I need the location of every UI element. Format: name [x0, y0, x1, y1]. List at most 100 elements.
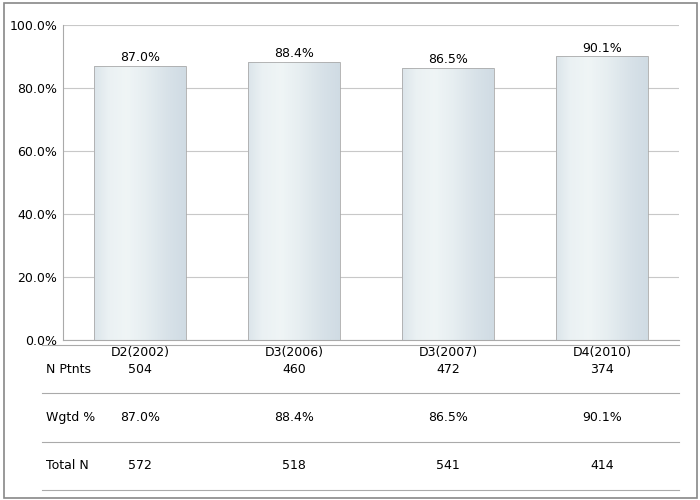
- Text: Total N: Total N: [46, 460, 88, 472]
- Bar: [559, 56, 560, 340]
- Bar: [286, 62, 288, 340]
- Bar: [98, 66, 99, 340]
- Bar: [482, 68, 483, 340]
- Bar: [635, 56, 636, 340]
- Bar: [453, 68, 454, 340]
- Bar: [258, 62, 259, 340]
- Bar: [616, 56, 617, 340]
- Bar: [251, 62, 252, 340]
- Bar: [148, 66, 149, 340]
- Bar: [254, 62, 255, 340]
- Bar: [645, 56, 646, 340]
- Bar: [271, 62, 272, 340]
- Text: 541: 541: [436, 460, 460, 472]
- Bar: [329, 62, 330, 340]
- Bar: [582, 56, 583, 340]
- Bar: [589, 56, 591, 340]
- Bar: [580, 56, 581, 340]
- Bar: [149, 66, 150, 340]
- Bar: [95, 66, 96, 340]
- Bar: [256, 62, 257, 340]
- Bar: [587, 56, 588, 340]
- Bar: [429, 68, 430, 340]
- Bar: [174, 66, 175, 340]
- Bar: [566, 56, 567, 340]
- Bar: [284, 62, 285, 340]
- Bar: [457, 68, 458, 340]
- Bar: [466, 68, 467, 340]
- Bar: [140, 66, 141, 340]
- Bar: [128, 66, 129, 340]
- Bar: [119, 66, 120, 340]
- Bar: [640, 56, 642, 340]
- Bar: [456, 68, 457, 340]
- Bar: [265, 62, 266, 340]
- Bar: [574, 56, 575, 340]
- Bar: [274, 62, 275, 340]
- Bar: [315, 62, 316, 340]
- Bar: [596, 56, 597, 340]
- Bar: [162, 66, 163, 340]
- Bar: [491, 68, 492, 340]
- Bar: [636, 56, 637, 340]
- Bar: [146, 66, 147, 340]
- Bar: [106, 66, 108, 340]
- Bar: [312, 62, 314, 340]
- Bar: [406, 68, 407, 340]
- Bar: [405, 68, 406, 340]
- Bar: [634, 56, 635, 340]
- Bar: [610, 56, 611, 340]
- Bar: [133, 66, 134, 340]
- Bar: [434, 68, 435, 340]
- Bar: [581, 56, 582, 340]
- Bar: [620, 56, 622, 340]
- Bar: [627, 56, 628, 340]
- Bar: [286, 62, 287, 340]
- Bar: [339, 62, 340, 340]
- Bar: [579, 56, 580, 340]
- Bar: [131, 66, 132, 340]
- Bar: [184, 66, 185, 340]
- Bar: [564, 56, 565, 340]
- Bar: [474, 68, 475, 340]
- Bar: [451, 68, 452, 340]
- Bar: [179, 66, 180, 340]
- Bar: [610, 56, 611, 340]
- Bar: [558, 56, 559, 340]
- Bar: [311, 62, 312, 340]
- Bar: [412, 68, 413, 340]
- Bar: [153, 66, 154, 340]
- Bar: [461, 68, 462, 340]
- Text: 90.1%: 90.1%: [582, 411, 622, 424]
- Bar: [448, 68, 449, 340]
- Bar: [124, 66, 125, 340]
- Bar: [338, 62, 339, 340]
- Bar: [110, 66, 111, 340]
- Bar: [320, 62, 321, 340]
- Bar: [446, 68, 447, 340]
- Bar: [438, 68, 439, 340]
- Bar: [127, 66, 129, 340]
- Bar: [613, 56, 614, 340]
- Bar: [307, 62, 308, 340]
- Bar: [483, 68, 484, 340]
- Text: 86.5%: 86.5%: [428, 53, 468, 66]
- Bar: [132, 66, 134, 340]
- Bar: [437, 68, 438, 340]
- Bar: [99, 66, 100, 340]
- Bar: [111, 66, 112, 340]
- Bar: [178, 66, 180, 340]
- Bar: [491, 68, 493, 340]
- Bar: [335, 62, 336, 340]
- Bar: [433, 68, 434, 340]
- Bar: [306, 62, 307, 340]
- Bar: [459, 68, 460, 340]
- Text: 87.0%: 87.0%: [120, 411, 160, 424]
- Bar: [604, 56, 605, 340]
- Bar: [151, 66, 152, 340]
- Bar: [477, 68, 478, 340]
- Bar: [578, 56, 579, 340]
- Bar: [302, 62, 303, 340]
- Bar: [625, 56, 626, 340]
- Bar: [645, 56, 647, 340]
